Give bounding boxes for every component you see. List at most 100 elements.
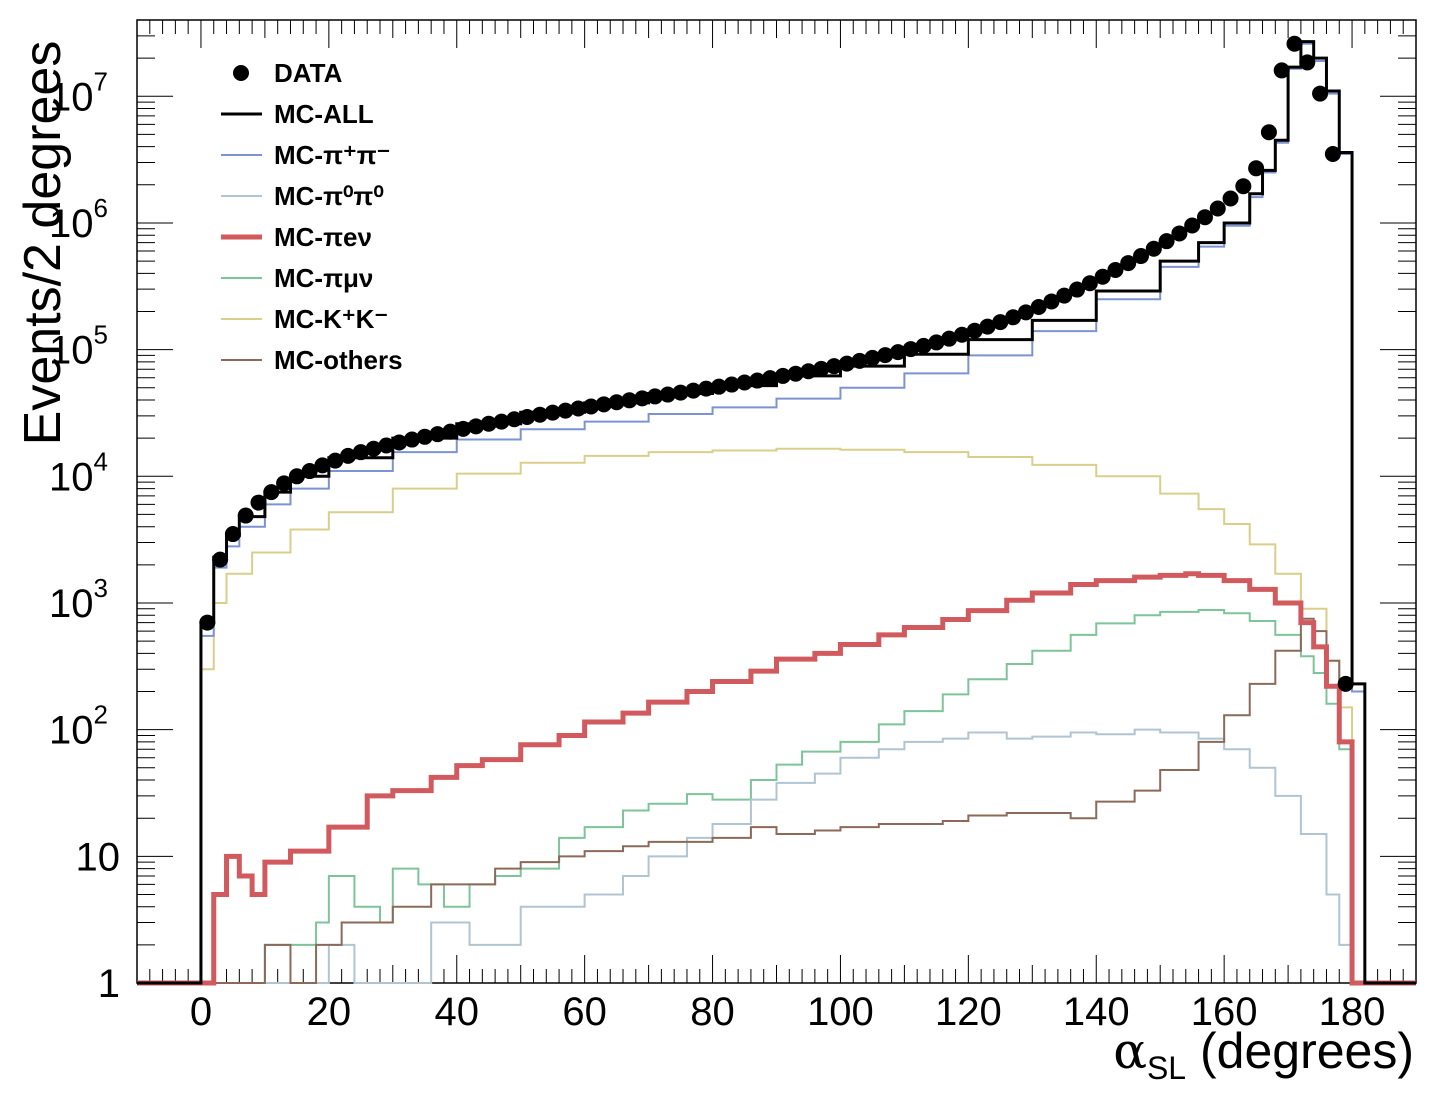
series-kk (137, 447, 1416, 984)
data-point (749, 372, 766, 389)
x-tick-label: 160 (1191, 990, 1258, 1034)
data-point (826, 358, 843, 375)
data-point (237, 507, 254, 524)
data-point (416, 428, 433, 445)
y-tick-exponent: 5 (94, 320, 108, 350)
data-point (1094, 268, 1111, 285)
x-tick-label: 0 (190, 990, 212, 1034)
data-point (1209, 200, 1226, 217)
y-tick-label: 103 (49, 573, 108, 626)
series-pipi (137, 42, 1416, 984)
data-point (212, 551, 229, 568)
data-point (966, 322, 983, 339)
legend-label: MC-ALL (274, 99, 374, 129)
data-point (915, 337, 932, 354)
data-point (736, 374, 753, 391)
data-point (838, 355, 855, 372)
x-tick-label: 180 (1319, 990, 1386, 1034)
legend-item-kk: MC-K⁺K⁻ (221, 304, 388, 334)
data-point (723, 376, 740, 393)
data-point (557, 402, 574, 419)
data-point (301, 463, 318, 480)
x-axis-symbol: α (1113, 1022, 1147, 1080)
x-axis-unit: (degrees) (1200, 1023, 1414, 1079)
data-point (787, 365, 804, 382)
legend-label: DATA (274, 58, 343, 88)
data-point (698, 380, 715, 397)
x-tick-label: 100 (807, 990, 874, 1034)
axis-ticks (136, 19, 1417, 984)
legend-label: MC-K⁺K⁻ (274, 304, 388, 334)
data-point (953, 326, 970, 343)
data-point (263, 484, 280, 501)
data-point (902, 341, 919, 358)
series-layer (137, 40, 1416, 986)
data-point (391, 434, 408, 451)
data-point (1196, 209, 1213, 226)
data-point (979, 318, 996, 335)
data-point (199, 614, 216, 631)
x-tick-label: 140 (1063, 990, 1130, 1034)
data-point (851, 352, 868, 369)
data-point (1222, 190, 1239, 207)
data-point (250, 494, 267, 511)
data-point (710, 378, 727, 395)
legend: DATA MC-ALL MC-π⁺π⁻ MC-π⁰π⁰ MC-πeν MC-πμν MC-K… (221, 58, 403, 375)
legend-marker (233, 65, 249, 81)
data-point (1120, 255, 1137, 272)
data-point (659, 386, 676, 403)
data-point (1107, 262, 1124, 279)
y-tick-label: 102 (49, 700, 108, 753)
series-pienu (137, 571, 1416, 986)
y-tick-exponent: 7 (94, 66, 108, 96)
data-point (1312, 85, 1329, 102)
x-tick-labels: 0 20 40 60 80 100 120 140 160 180 (190, 990, 1386, 1034)
data-point (1056, 287, 1073, 304)
y-axis-label: Events/2 degrees (14, 40, 72, 446)
data-point (583, 398, 600, 415)
data-point (1299, 54, 1316, 71)
series-pi0pi0 (137, 728, 1416, 984)
data-point (941, 330, 958, 347)
data-point (800, 363, 817, 380)
data-point (1171, 225, 1188, 242)
data-point (890, 344, 907, 361)
x-tick-label: 20 (307, 990, 352, 1034)
data-point (672, 384, 689, 401)
data-point (877, 347, 894, 364)
data-point (1158, 233, 1175, 250)
series-mc_all (137, 40, 1416, 985)
data-point (1069, 281, 1086, 298)
data-point (276, 475, 293, 492)
data-point (403, 431, 420, 448)
legend-item-pienu: MC-πeν (221, 222, 372, 252)
y-tick-exponent: 3 (94, 573, 108, 603)
legend-label: MC-πeν (274, 222, 372, 252)
data-point (1133, 248, 1150, 265)
data-point (519, 408, 536, 425)
data-point (1273, 62, 1290, 79)
data-point (1043, 293, 1060, 310)
data-point (608, 394, 625, 411)
data-point (634, 390, 651, 407)
data-point (288, 468, 305, 485)
series-others (137, 617, 1416, 984)
legend-item-data: DATA (233, 58, 343, 88)
y-tick-exponent: 4 (94, 446, 108, 476)
data-point (1248, 160, 1265, 177)
data-point (224, 526, 241, 543)
data-point (1081, 275, 1098, 292)
legend-item-pimunu: MC-πμν (221, 263, 373, 293)
legend-item-pipi: MC-π⁺π⁻ (221, 140, 390, 170)
data-point (544, 404, 561, 421)
x-tick-label: 120 (935, 990, 1002, 1034)
legend-item-mc_all: MC-ALL (221, 99, 374, 129)
data-point (1337, 675, 1354, 692)
data-point (595, 396, 612, 413)
data-point (352, 444, 369, 461)
data-point (992, 314, 1009, 331)
data-point (506, 411, 523, 428)
data-point (493, 413, 510, 430)
data-point (429, 426, 446, 443)
